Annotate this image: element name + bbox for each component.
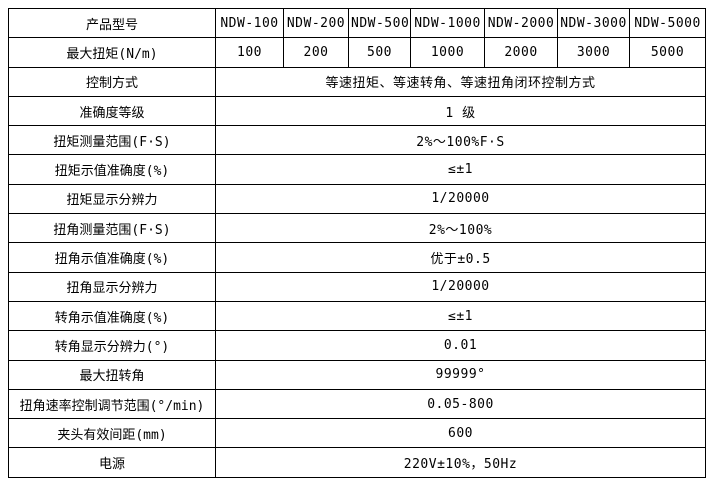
model-header-cell: NDW-5000	[629, 7, 706, 39]
row-speed-control-range: 扭角速率控制调节范围(°/min) 0.05-800	[8, 388, 706, 420]
spec-value-cell: 600	[215, 418, 706, 449]
row-accuracy-class: 准确度等级 1 级	[8, 95, 706, 127]
max-torque-cell: 2000	[484, 37, 558, 68]
spec-label-cell: 扭角示值准确度(%)	[8, 242, 216, 273]
spec-label-cell: 夹头有效间距(mm)	[8, 418, 216, 449]
row-power-supply: 电源 220V±10%，50Hz	[8, 447, 706, 478]
row-twist-angle-display-resolution: 扭角显示分辨力 1/20000	[8, 271, 706, 302]
row-control-method: 控制方式 等速扭矩、等速转角、等速扭角闭环控制方式	[8, 66, 706, 97]
row-twist-angle-measure-range: 扭角测量范围(F·S) 2%～100%	[8, 213, 706, 244]
row-rotation-angle-indication-accuracy: 转角示值准确度(%) ≤±1	[8, 300, 706, 332]
spec-label-cell: 扭矩测量范围(F·S)	[8, 125, 216, 156]
spec-value-cell: 等速扭矩、等速转角、等速扭角闭环控制方式	[215, 66, 706, 97]
row-torque-measure-range: 扭矩测量范围(F·S) 2%～100%F·S	[8, 125, 706, 156]
row-rotation-angle-display-resolution: 转角显示分辨力(°) 0.01	[8, 330, 706, 361]
max-torque-label: 最大扭矩(N/m)	[8, 37, 216, 68]
spec-label-cell: 扭矩示值准确度(%)	[8, 154, 216, 185]
spec-value-cell: 2%～100%	[215, 213, 706, 244]
row-twist-angle-indication-accuracy: 扭角示值准确度(%) 优于±0.5	[8, 242, 706, 273]
spec-value-cell: ≤±1	[215, 300, 706, 332]
product-model-label: 产品型号	[8, 7, 216, 39]
model-header-cell: NDW-3000	[557, 7, 630, 39]
max-torque-row: 最大扭矩(N/m) 100 200 500 1000 2000 3000 500…	[8, 37, 706, 68]
spec-label-cell: 转角示值准确度(%)	[8, 300, 216, 332]
spec-label-cell: 扭角速率控制调节范围(°/min)	[8, 388, 216, 420]
spec-table: 产品型号 NDW-100 NDW-200 NDW-500 NDW-1000 ND…	[8, 7, 706, 478]
header-row: 产品型号 NDW-100 NDW-200 NDW-500 NDW-1000 ND…	[8, 7, 706, 39]
row-max-torsion-angle: 最大扭转角 99999°	[8, 359, 706, 390]
spec-value-cell: 1/20000	[215, 271, 706, 302]
model-header-cell: NDW-2000	[484, 7, 558, 39]
spec-label-cell: 电源	[8, 447, 216, 478]
spec-value-cell: 99999°	[215, 359, 706, 390]
model-header-cell: NDW-500	[348, 7, 411, 39]
max-torque-cell: 3000	[557, 37, 630, 68]
spec-label-cell: 转角显示分辨力(°)	[8, 330, 216, 361]
spec-label-cell: 扭角显示分辨力	[8, 271, 216, 302]
spec-label-cell: 准确度等级	[8, 95, 216, 127]
model-header-cell: NDW-1000	[410, 7, 485, 39]
spec-value-cell: ≤±1	[215, 154, 706, 185]
model-header-cell: NDW-100	[215, 7, 284, 39]
spec-value-cell: 2%～100%F·S	[215, 125, 706, 156]
spec-label-cell: 扭角测量范围(F·S)	[8, 213, 216, 244]
row-grip-effective-spacing: 夹头有效间距(mm) 600	[8, 418, 706, 449]
spec-label-cell: 控制方式	[8, 66, 216, 97]
model-header-cell: NDW-200	[283, 7, 349, 39]
spec-value-cell: 优于±0.5	[215, 242, 706, 273]
spec-value-cell: 0.05-800	[215, 388, 706, 420]
max-torque-cell: 5000	[629, 37, 706, 68]
max-torque-cell: 100	[215, 37, 284, 68]
spec-value-cell: 1 级	[215, 95, 706, 127]
spec-label-cell: 最大扭转角	[8, 359, 216, 390]
spec-label-cell: 扭矩显示分辨力	[8, 183, 216, 215]
spec-value-cell: 1/20000	[215, 183, 706, 215]
max-torque-cell: 1000	[410, 37, 485, 68]
max-torque-cell: 200	[283, 37, 349, 68]
spec-value-cell: 220V±10%，50Hz	[215, 447, 706, 478]
max-torque-cell: 500	[348, 37, 411, 68]
row-torque-indication-accuracy: 扭矩示值准确度(%) ≤±1	[8, 154, 706, 185]
row-torque-display-resolution: 扭矩显示分辨力 1/20000	[8, 183, 706, 215]
spec-value-cell: 0.01	[215, 330, 706, 361]
